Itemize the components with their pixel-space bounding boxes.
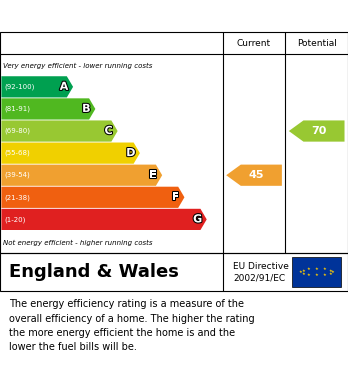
Bar	[292, 257, 341, 287]
Polygon shape	[1, 187, 184, 208]
Polygon shape	[1, 76, 73, 97]
Text: 70: 70	[311, 126, 326, 136]
Text: ★: ★	[307, 267, 311, 271]
Polygon shape	[1, 165, 162, 186]
Text: Potential: Potential	[297, 39, 337, 48]
Text: 2002/91/EC: 2002/91/EC	[233, 273, 285, 282]
Text: ★: ★	[301, 272, 305, 276]
Text: (21-38): (21-38)	[4, 194, 30, 201]
Text: The energy efficiency rating is a measure of the
overall efficiency of a home. T: The energy efficiency rating is a measur…	[9, 299, 254, 352]
Text: 45: 45	[248, 170, 264, 180]
Text: (1-20): (1-20)	[4, 216, 25, 222]
Text: ★: ★	[329, 272, 332, 276]
Text: ★: ★	[299, 270, 303, 274]
Text: (92-100): (92-100)	[4, 84, 34, 90]
Text: (55-68): (55-68)	[4, 150, 30, 156]
Text: (39-54): (39-54)	[4, 172, 30, 178]
Text: A: A	[60, 82, 68, 92]
Polygon shape	[1, 142, 140, 164]
Polygon shape	[226, 165, 282, 186]
Text: (81-91): (81-91)	[4, 106, 30, 112]
Text: B: B	[82, 104, 90, 114]
Text: ★: ★	[301, 269, 305, 273]
Polygon shape	[1, 120, 118, 142]
Text: ★: ★	[315, 267, 318, 271]
Text: Very energy efficient - lower running costs: Very energy efficient - lower running co…	[3, 63, 153, 69]
Text: EU Directive: EU Directive	[233, 262, 289, 271]
Polygon shape	[1, 98, 95, 120]
Text: England & Wales: England & Wales	[9, 263, 179, 281]
Polygon shape	[289, 120, 345, 142]
Text: ★: ★	[329, 269, 332, 273]
Text: ★: ★	[323, 273, 326, 277]
Text: ★: ★	[323, 267, 326, 271]
Text: ★: ★	[315, 273, 318, 277]
Text: ★: ★	[307, 273, 311, 277]
Text: Energy Efficiency Rating: Energy Efficiency Rating	[10, 9, 220, 23]
Text: Current: Current	[237, 39, 271, 48]
Polygon shape	[1, 209, 207, 230]
Text: Not energy efficient - higher running costs: Not energy efficient - higher running co…	[3, 240, 153, 246]
Text: D: D	[126, 148, 135, 158]
Text: F: F	[172, 192, 179, 202]
Text: C: C	[104, 126, 113, 136]
Text: ★: ★	[331, 270, 334, 274]
Text: E: E	[149, 170, 157, 180]
Text: G: G	[193, 214, 202, 224]
Text: (69-80): (69-80)	[4, 128, 30, 134]
